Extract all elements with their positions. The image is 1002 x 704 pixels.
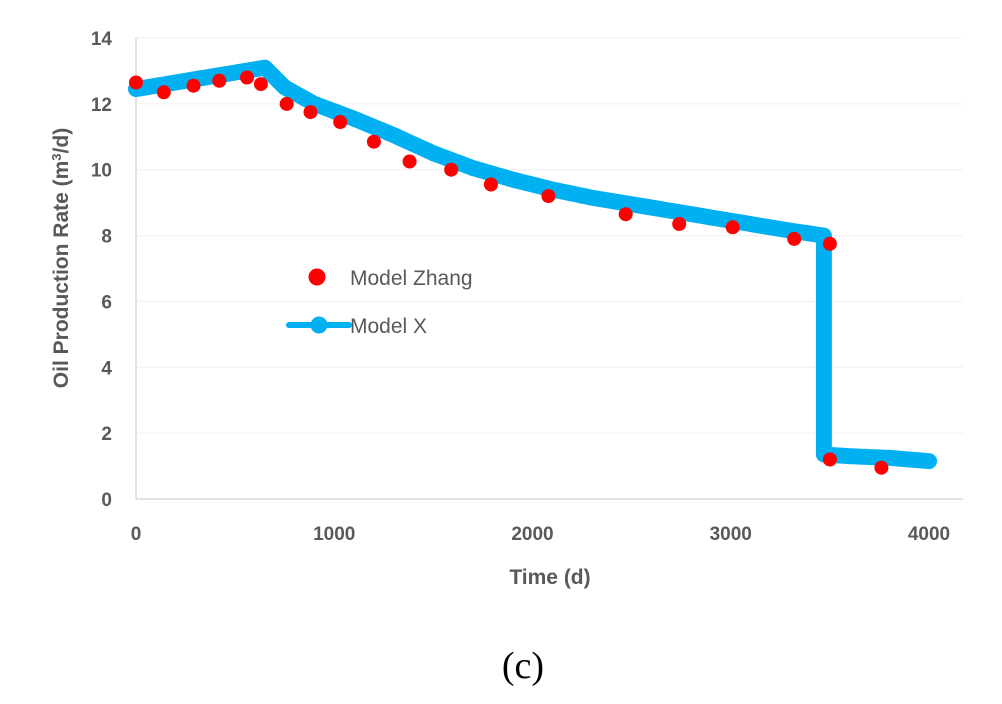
model-x-marker [921,453,937,470]
model-zhang-point [240,70,254,85]
x-tick-label: 0 [131,524,142,545]
model-x-line [135,65,930,464]
x-tick-label: 1000 [313,524,355,545]
series-model-x [128,59,937,470]
y-tick-label: 6 [101,292,112,313]
y-tick-label: 10 [91,161,112,182]
model-zhang-point [822,452,837,467]
y-tick-label: 2 [101,424,112,445]
model-zhang-point [787,231,802,246]
model-zhang-point [541,189,556,204]
y-gridlines [136,37,963,434]
model-zhang-point [303,105,318,120]
model-zhang-point [874,460,889,475]
x-tick-label: 4000 [908,524,950,545]
series-model-zhang [129,70,889,475]
model-zhang-point [366,134,381,149]
model-zhang-point [618,207,633,222]
model-zhang-point [333,115,348,129]
model-zhang-point [672,217,687,231]
legend-marker-model-x [310,316,328,334]
legend: Model Zhang Model X [286,267,473,338]
figure-caption: (c) [502,645,544,687]
legend-marker-model-zhang [308,268,326,286]
model-zhang-point [156,85,171,100]
model-zhang-point [186,78,201,93]
x-tick-label: 3000 [710,524,752,545]
y-tick-label: 0 [101,490,112,511]
legend-item-model-zhang: Model Zhang [308,267,473,290]
y-tick-label: 8 [101,227,112,248]
x-tick-labels: 0 1000 2000 3000 4000 [131,524,950,545]
y-tick-label: 12 [91,95,112,116]
legend-label-model-zhang: Model Zhang [350,267,473,290]
y-tick-label: 14 [91,29,113,50]
model-zhang-point [822,236,837,251]
model-zhang-point [725,220,740,235]
y-tick-labels: 0 2 4 6 8 10 12 14 [91,29,113,511]
model-zhang-point [279,96,294,111]
x-tick-label: 2000 [511,524,553,545]
y-tick-label: 4 [101,358,112,379]
model-zhang-point [483,177,498,192]
model-zhang-point [253,77,268,92]
model-zhang-point [212,73,227,88]
legend-label-model-x: Model X [350,315,427,338]
x-axis-title: Time (d) [509,566,590,589]
y-axis-title: Oil Production Rate (m3/d) [49,128,74,388]
legend-item-model-x: Model X [286,315,427,338]
model-zhang-point [129,75,143,90]
model-zhang-point [444,162,459,177]
model-zhang-point [402,154,417,169]
